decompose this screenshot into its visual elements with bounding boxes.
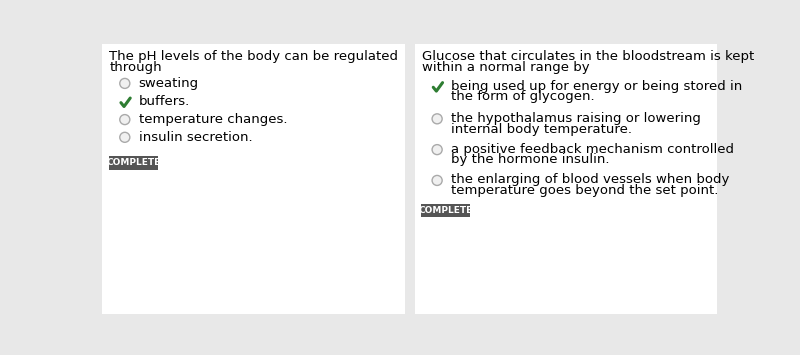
- FancyBboxPatch shape: [109, 156, 158, 170]
- Text: the hypothalamus raising or lowering: the hypothalamus raising or lowering: [451, 112, 701, 125]
- Circle shape: [432, 144, 442, 155]
- Text: sweating: sweating: [138, 77, 199, 90]
- Text: being used up for energy or being stored in: being used up for energy or being stored…: [451, 80, 742, 93]
- Text: by the hormone insulin.: by the hormone insulin.: [451, 153, 610, 166]
- Text: The pH levels of the body can be regulated: The pH levels of the body can be regulat…: [110, 50, 398, 63]
- Text: COMPLETE: COMPLETE: [418, 206, 473, 215]
- Text: through: through: [110, 61, 162, 74]
- Text: temperature goes beyond the set point.: temperature goes beyond the set point.: [451, 184, 718, 197]
- Circle shape: [120, 78, 130, 88]
- Text: COMPLETE: COMPLETE: [106, 158, 161, 167]
- Circle shape: [432, 175, 442, 185]
- Text: the enlarging of blood vessels when body: the enlarging of blood vessels when body: [451, 174, 730, 186]
- Circle shape: [120, 115, 130, 125]
- FancyBboxPatch shape: [421, 203, 470, 217]
- Text: the form of glycogen.: the form of glycogen.: [451, 90, 594, 103]
- Circle shape: [432, 114, 442, 124]
- Text: buffers.: buffers.: [138, 95, 190, 108]
- Text: a positive feedback mechanism controlled: a positive feedback mechanism controlled: [451, 143, 734, 156]
- Circle shape: [120, 132, 130, 142]
- Text: insulin secretion.: insulin secretion.: [138, 131, 252, 144]
- Text: within a normal range by: within a normal range by: [422, 61, 590, 74]
- Text: temperature changes.: temperature changes.: [138, 113, 287, 126]
- Text: Glucose that circulates in the bloodstream is kept: Glucose that circulates in the bloodstre…: [422, 50, 754, 63]
- Text: internal body temperature.: internal body temperature.: [451, 123, 632, 136]
- FancyBboxPatch shape: [414, 44, 717, 315]
- FancyBboxPatch shape: [102, 44, 406, 315]
